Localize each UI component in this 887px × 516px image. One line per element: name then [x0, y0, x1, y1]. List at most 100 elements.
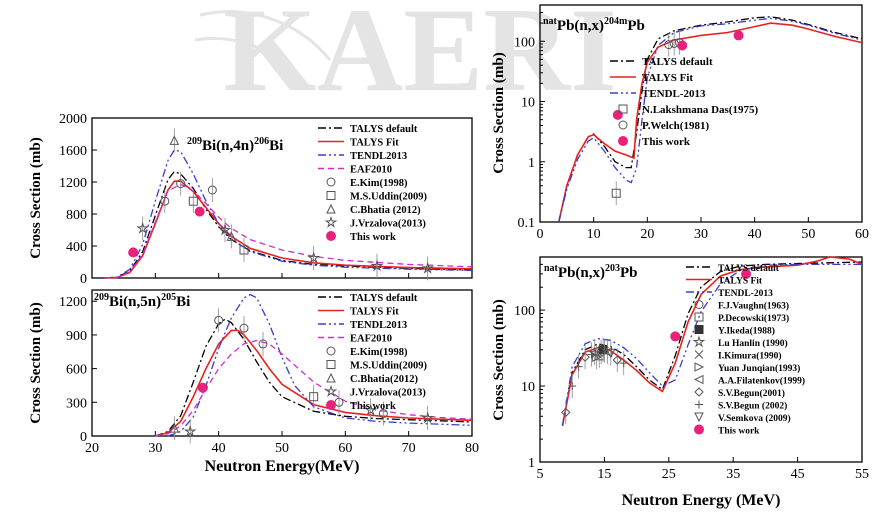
legend-label: A.A.Filatenkov(1999)	[718, 376, 805, 387]
data-points	[169, 308, 435, 444]
x-tick-label: 70	[402, 441, 416, 456]
chart-title: natPb(n,x)203Pb	[544, 263, 638, 281]
data-point	[194, 206, 205, 217]
data-point	[128, 247, 139, 258]
series-line-tendl-2013	[558, 17, 863, 223]
data-point	[207, 185, 217, 195]
x-tick-label: 45	[791, 467, 805, 482]
series-lines	[155, 293, 473, 437]
series-line-talys-fit	[155, 329, 473, 437]
y-tick-label: 10	[521, 380, 535, 395]
data-point	[307, 251, 320, 264]
data-points	[128, 128, 434, 281]
axis-ticks: 20 30 40 50 60 70 80 0 300 600 900 1200	[59, 295, 479, 456]
data-point	[677, 40, 688, 51]
y-tick-label: 2000	[59, 112, 87, 127]
data-point	[188, 196, 198, 206]
legend-label: TALYS Fit	[642, 72, 693, 84]
legend-label: C.Bhatia (2012)	[350, 205, 421, 216]
y-axis-label: Cross Section (mb)	[491, 52, 507, 173]
legend-label: S.V.Begun(2001)	[718, 388, 785, 399]
data-point	[612, 109, 623, 120]
legend-marker	[618, 104, 628, 114]
x-axis-label: Neutron Energy (MeV)	[622, 492, 781, 509]
series-line-eaf2010	[155, 339, 473, 437]
watermark-text: KAERI	[223, 0, 616, 116]
legend: TALYS default TALYS Fit TENDL-2013 F.J.Vaug…	[686, 264, 805, 437]
legend-label: TALYS default	[350, 293, 418, 304]
y-tick-label: 1200	[59, 295, 87, 310]
legend-marker	[618, 120, 628, 130]
data-points	[561, 268, 752, 425]
x-tick-label: 50	[801, 227, 815, 242]
data-point	[258, 339, 268, 349]
y-axis-label: Cross Section (mb)	[491, 299, 507, 420]
data-point	[421, 411, 435, 424]
x-tick-label: 0	[537, 227, 544, 242]
legend-label: P.Decowski(1973)	[718, 313, 789, 324]
legend-label: TALYS default	[642, 56, 713, 68]
legend-label: N.Lakshmana Das(1975)	[642, 104, 758, 116]
data-point	[183, 424, 197, 438]
data-point	[574, 362, 583, 371]
legend-label: TENDL-2013	[642, 88, 706, 100]
y-tick-label: 800	[66, 208, 87, 223]
x-tick-label: 20	[85, 441, 99, 456]
y-tick-label: 0	[80, 272, 87, 287]
x-tick-label: 30	[148, 441, 162, 456]
x-tick-label: 30	[694, 227, 708, 242]
series-line-talys-default	[155, 318, 473, 437]
legend-label: P.Welch(1981)	[642, 120, 709, 132]
x-tick-label: 40	[212, 441, 226, 456]
series-line-talys-fit	[104, 180, 473, 279]
legend: TALYS default TALYS Fit TENDL2013 EAF2010 E.…	[318, 124, 428, 243]
y-tick-label: 900	[66, 329, 87, 344]
chart-title: 209Bi(n,5n)205Bi	[94, 292, 190, 310]
legend-label: C.Bhatia(2012)	[350, 374, 418, 385]
y-tick-label: 300	[66, 396, 87, 411]
x-tick-label: 60	[855, 227, 869, 242]
y-tick-label: 100	[514, 304, 535, 319]
legend-label: M.S.Uddin(2009)	[350, 192, 428, 203]
x-tick-label: 60	[338, 441, 352, 456]
legend-label: I.Kimura(1990)	[718, 351, 782, 362]
x-tick-label: 20	[640, 227, 654, 242]
data-point	[197, 382, 208, 393]
legend-label: TENDL-2013	[718, 289, 773, 299]
legend-label: TALYS default	[718, 264, 780, 274]
legend-label: E.Kim(1998)	[350, 178, 408, 189]
data-point	[226, 231, 237, 241]
legend-marker	[694, 424, 704, 435]
pb204-chart: 0 10 20 30 40 50 60 0.1 1 10 100 Cross Section (mb…	[488, 0, 887, 255]
chart-title: natPb(n,x)204mPb	[543, 16, 645, 34]
legend-label: V.Semkova (2009)	[718, 413, 791, 424]
data-point	[733, 30, 744, 41]
x-tick-label: 25	[662, 467, 676, 482]
data-point	[176, 179, 186, 189]
data-point	[561, 407, 571, 418]
y-tick-label: 0	[80, 430, 87, 445]
series-line-tendl2013	[167, 293, 473, 437]
data-point	[309, 392, 319, 402]
legend-marker	[324, 215, 338, 228]
legend-label: EAF2010	[350, 334, 392, 345]
y-tick-label: 600	[66, 363, 87, 378]
axis-ticks: 0 400 800 1200 1600 2000	[59, 112, 473, 287]
legend-marker	[694, 362, 705, 372]
data-point	[741, 268, 752, 279]
legend-label: EAF2010	[350, 165, 392, 176]
chart-title: 209Bi(n,4n)206Bi	[187, 136, 283, 154]
pb203-chart: 5 15 25 35 45 55 1 10 100 Cross Section (mb) Neu…	[476, 250, 887, 511]
plot-frame	[539, 256, 863, 463]
x-tick-label: 40	[748, 227, 762, 242]
x-tick-label: 15	[597, 467, 611, 482]
legend-label: S.V.Begun (2002)	[718, 401, 787, 412]
data-point	[364, 403, 378, 416]
data-point	[239, 245, 249, 255]
legend-marker	[693, 374, 704, 385]
x-tick-label: 5	[537, 467, 544, 482]
legend-label: Yuan Junqian(1993)	[718, 363, 800, 374]
legend-label: F.J.Vaughn(1963)	[718, 301, 789, 312]
data-point	[670, 331, 681, 342]
